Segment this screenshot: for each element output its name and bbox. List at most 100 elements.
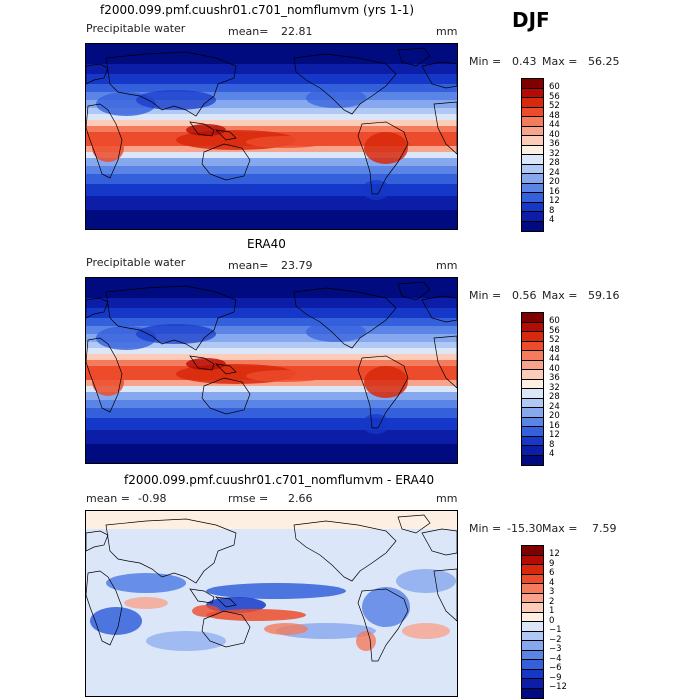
colorbar-tick-label: 52 xyxy=(549,335,560,345)
map-field-band xyxy=(86,430,457,444)
coastline xyxy=(189,588,215,604)
colorbar-tick-label: 32 xyxy=(549,382,560,393)
panel-obs-min-label: Min = xyxy=(469,289,502,302)
coastline xyxy=(201,377,251,415)
panel-model-variable: Precipitable water xyxy=(86,22,186,35)
panel-obs-mean-value: 23.79 xyxy=(281,259,313,272)
colorbar-tick-label: −12 xyxy=(549,682,567,692)
map-field-band xyxy=(86,74,457,84)
map-field-feature xyxy=(396,569,456,593)
colorbar-tick-label: 6 xyxy=(549,568,555,578)
coastline xyxy=(293,520,397,582)
colorbar-tick-label: −4 xyxy=(549,653,562,664)
colorbar-swatch xyxy=(522,565,543,575)
colorbar-swatch xyxy=(522,650,543,660)
map-field-band xyxy=(86,64,457,74)
colorbar-swatch xyxy=(522,446,543,456)
panel-diff-max-value: 7.59 xyxy=(592,522,617,535)
coastline xyxy=(421,61,457,89)
colorbar-swatch xyxy=(522,360,543,370)
colorbar-swatch xyxy=(522,183,543,193)
panel-model-max-value: 56.25 xyxy=(588,55,620,68)
colorbar-swatch xyxy=(522,641,543,651)
colorbar-swatch xyxy=(522,436,543,446)
colorbar-tick-label: −1 xyxy=(549,625,562,635)
colorbar-tick-label: −3 xyxy=(549,644,562,654)
map-field-band xyxy=(86,444,457,463)
colorbar-swatch xyxy=(522,688,543,698)
colorbar-tick-label: 28 xyxy=(549,392,560,402)
panel-model-map xyxy=(85,43,458,230)
colorbar-tick-label: 4 xyxy=(549,449,555,459)
map-field-band xyxy=(86,326,457,334)
panel-obs-variable: Precipitable water xyxy=(86,256,186,269)
coastline xyxy=(105,51,237,117)
map-field-band xyxy=(86,174,457,184)
colorbar-swatch xyxy=(522,455,543,465)
map-field-band xyxy=(86,392,457,400)
colorbar-tick-label: 24 xyxy=(549,167,560,178)
colorbar-swatch xyxy=(522,603,543,613)
coastline xyxy=(421,295,457,323)
coastline xyxy=(421,528,457,556)
colorbar-tick-label: −9 xyxy=(549,672,562,683)
colorbar-tick-label: 40 xyxy=(549,363,560,374)
map-field-band xyxy=(86,158,457,166)
colorbar-tick-label: 28 xyxy=(549,158,560,168)
colorbar-tick-label: 0 xyxy=(549,615,555,626)
map-field-band xyxy=(86,120,457,126)
colorbar-swatch xyxy=(522,136,543,146)
colorbar-tick-label: 12 xyxy=(549,549,560,559)
coastline xyxy=(215,129,237,141)
colorbar-swatch xyxy=(522,612,543,622)
map-field-band xyxy=(86,318,457,326)
coastline xyxy=(293,287,397,349)
colorbar-swatch xyxy=(522,155,543,165)
coastline xyxy=(357,588,409,662)
colorbar-tick-label: 12 xyxy=(549,196,560,206)
colorbar-swatch xyxy=(522,174,543,184)
map-field-feature xyxy=(192,605,220,617)
coastline xyxy=(433,335,457,389)
map-field-band xyxy=(86,360,457,366)
map-field-feature xyxy=(206,583,346,599)
colorbar-swatch xyxy=(522,389,543,399)
colorbar-tick-label: 12 xyxy=(549,430,560,440)
colorbar-tick-label: 40 xyxy=(549,129,560,140)
colorbar-tick-label: 44 xyxy=(549,354,560,364)
colorbar-tick-label: 48 xyxy=(549,110,560,121)
map-field-feature xyxy=(306,322,366,342)
colorbar-swatch xyxy=(522,107,543,117)
map-field-feature xyxy=(106,573,186,593)
colorbar-tick-label: 24 xyxy=(549,401,560,412)
map-field-feature xyxy=(186,358,226,370)
panel-model-colorbar xyxy=(521,78,544,232)
map-field-band xyxy=(86,298,457,308)
map-field-band xyxy=(86,408,457,418)
panel-diff-units: mm xyxy=(436,492,458,505)
colorbar-swatch xyxy=(522,313,543,323)
map-field-feature xyxy=(402,623,450,639)
colorbar-tick-label: 48 xyxy=(549,344,560,355)
colorbar-swatch xyxy=(522,370,543,380)
map-field-band xyxy=(86,511,457,529)
colorbar-tick-label: 1 xyxy=(549,606,555,616)
colorbar-swatch xyxy=(522,322,543,332)
map-field-band xyxy=(86,210,457,229)
colorbar-swatch xyxy=(522,126,543,136)
map-field-band xyxy=(86,84,457,92)
colorbar-swatch xyxy=(522,427,543,437)
panel-diff-rmse-value: 2.66 xyxy=(288,492,313,505)
panel-model-min-label: Min = xyxy=(469,55,502,68)
colorbar-swatch xyxy=(522,98,543,108)
colorbar-tick-label: −2 xyxy=(549,634,562,645)
season-label: DJF xyxy=(512,8,550,32)
colorbar-tick-label: 44 xyxy=(549,120,560,130)
coastline xyxy=(397,514,431,534)
coastline xyxy=(189,355,215,371)
map-field-band xyxy=(86,152,457,158)
colorbar-swatch xyxy=(522,379,543,389)
colorbar-tick-label: 4 xyxy=(549,577,555,588)
map-field-band xyxy=(86,308,457,318)
panel-obs-max-value: 59.16 xyxy=(588,289,620,302)
